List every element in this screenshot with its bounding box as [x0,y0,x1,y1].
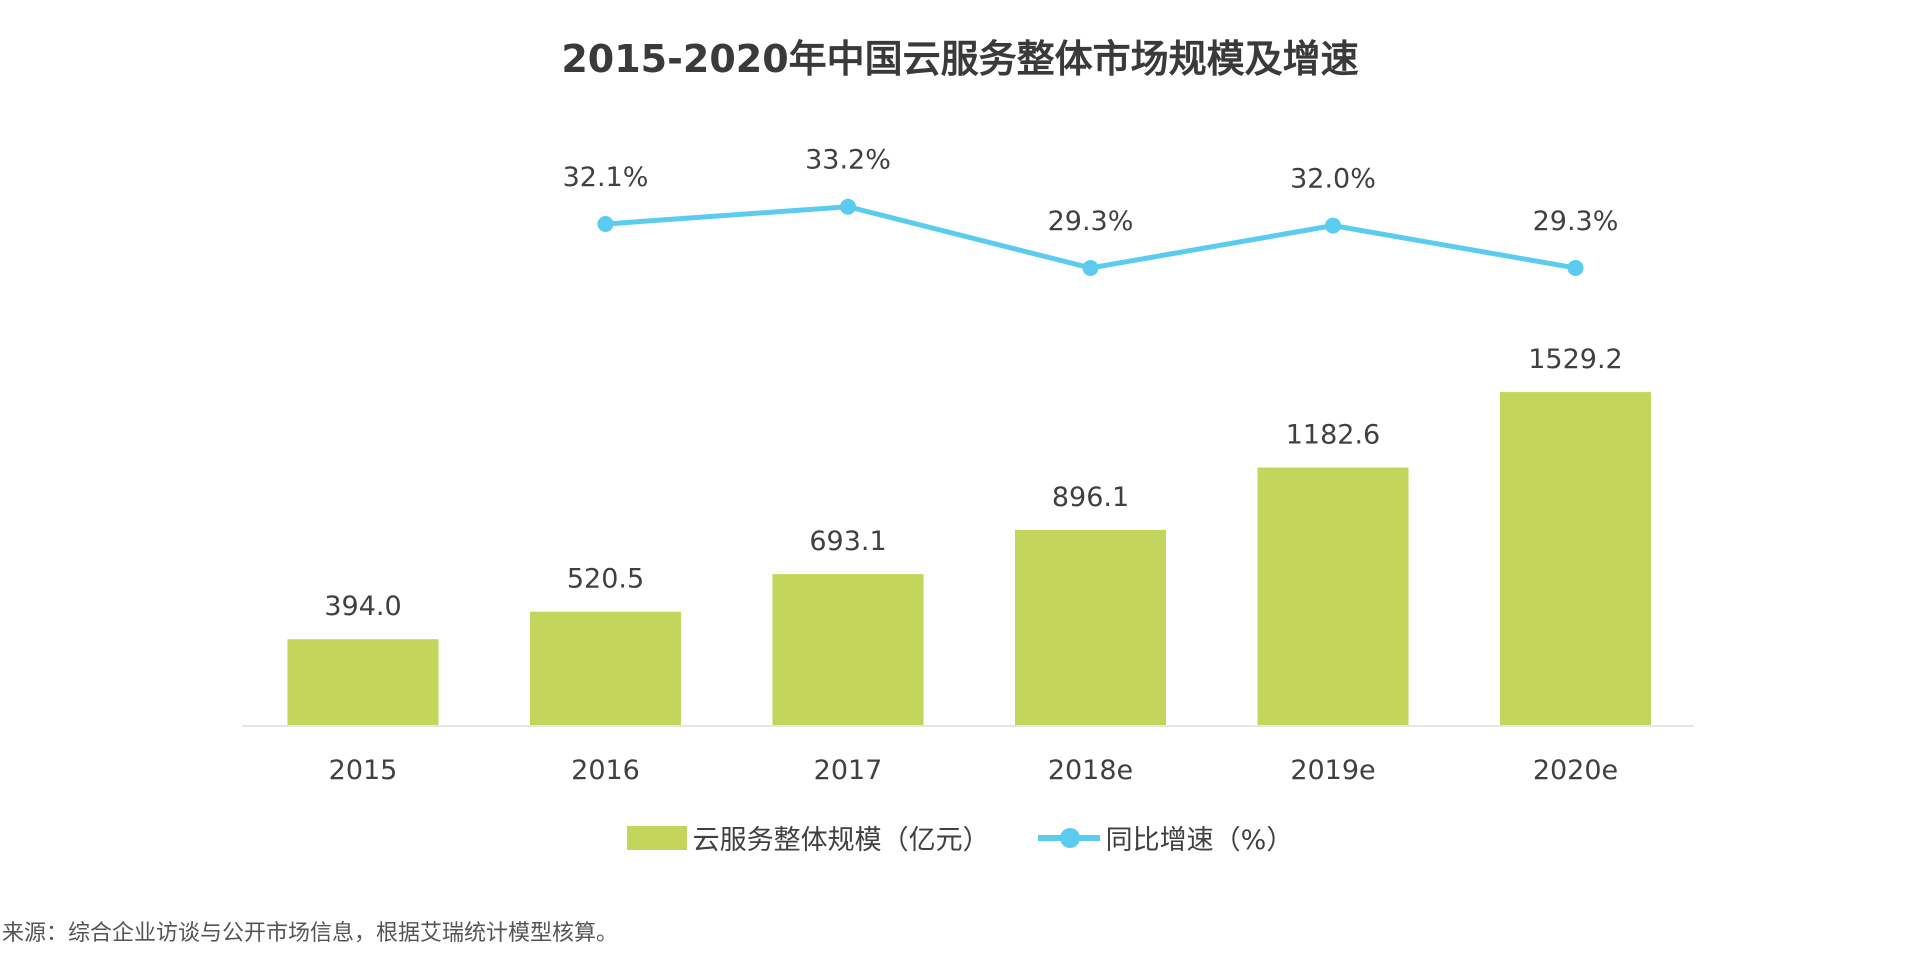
growth-label-2017: 33.2% [805,145,891,176]
growth-point-2017 [840,198,856,215]
growth-point-2020e [1567,259,1584,276]
x-tick-label-2018e: 2018e [1048,755,1133,786]
legend-item-line: 同比增速（%） [1037,818,1294,857]
bar-value-label-2015: 394.0 [324,591,401,622]
bar-value-label-2020e: 1529.2 [1528,344,1622,375]
legend-item-bar: 云服务整体规模（亿元） [626,818,990,857]
x-tick-label-2017: 2017 [814,755,883,786]
x-tick-label-2020e: 2020e [1533,755,1618,786]
legend-bar-swatch [626,825,687,850]
growth-label-2016: 32.1% [563,162,649,193]
bar-2017 [772,574,924,725]
growth-label-2019e: 32.0% [1290,164,1376,195]
bar-value-label-2018e: 896.1 [1052,482,1129,513]
growth-point-2018e [1082,259,1099,276]
bar-2018e [1015,529,1166,725]
legend-bar-label: 云服务整体规模（亿元） [692,825,990,856]
growth-label-2018e: 29.3% [1048,206,1134,237]
bar-2016 [530,611,681,725]
bar-value-label-2019e: 1182.6 [1286,420,1380,451]
growth-label-2020e: 29.3% [1533,206,1619,237]
bar-value-label-2017: 693.1 [809,526,886,557]
legend-line-swatch [1037,827,1100,848]
bar-value-label-2016: 520.5 [567,564,644,595]
x-tick-label-2016: 2016 [571,755,640,786]
growth-point-2016 [597,216,614,232]
x-tick-label-2019e: 2019e [1290,755,1375,786]
chart-title: 2015-2020年中国云服务整体市场规模及增速 [561,37,1359,81]
bar-2020e [1500,392,1651,725]
x-tick-label-2015: 2015 [329,755,398,786]
source-note: 来源：综合企业访谈与公开市场信息，根据艾瑞统计模型核算。 [2,921,619,946]
legend: 云服务整体规模（亿元） 同比增速（%） [0,818,1920,857]
legend-line-label: 同比增速（%） [1105,825,1294,856]
bar-2015 [287,639,439,725]
bar-2019e [1257,467,1409,725]
growth-point-2019e [1325,217,1341,234]
